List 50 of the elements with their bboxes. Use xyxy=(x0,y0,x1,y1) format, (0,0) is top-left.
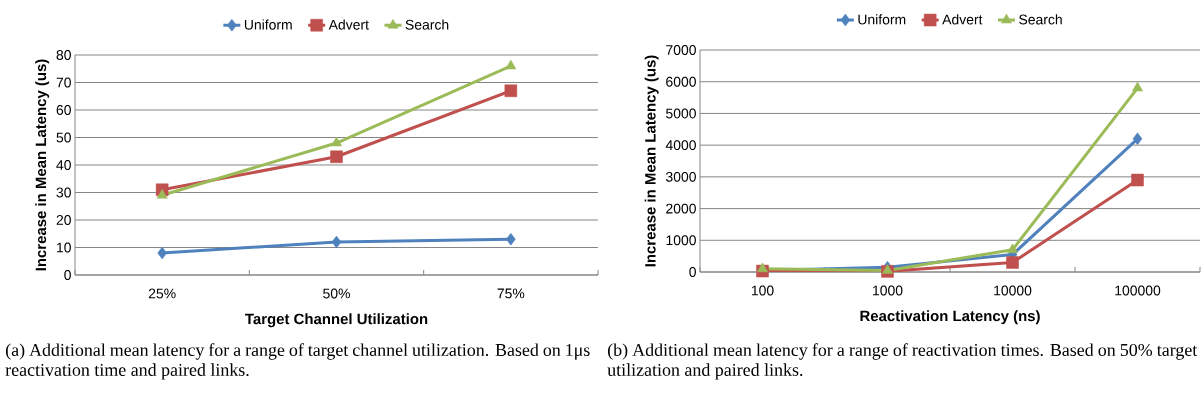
legend-label: Advert xyxy=(942,14,983,25)
x-tick-label: 100 xyxy=(751,285,774,296)
point xyxy=(1131,173,1144,187)
text: (b) Additional mean latency for a range of reactivation times. Based on 50% target utilization and paired links. xyxy=(607,343,1198,380)
legend-label: Search xyxy=(405,19,449,30)
x-tick-label: 100000 xyxy=(1115,285,1161,296)
point xyxy=(506,233,516,246)
y-axis-title: Increase in Mean Latency (us) xyxy=(644,55,659,267)
point xyxy=(1132,132,1143,146)
point xyxy=(330,150,343,164)
y-tick-label: 4000 xyxy=(665,140,696,151)
y-tick-label: 20 xyxy=(56,215,71,225)
point xyxy=(505,59,517,70)
x-tick-label: 1000 xyxy=(873,285,903,296)
legend-label: Uniform xyxy=(244,19,292,30)
y-tick-label: 40 xyxy=(56,160,71,170)
x-tick-label: 50% xyxy=(323,288,350,299)
point xyxy=(757,262,768,273)
y-axis-title: Increase in Mean Latency (us) xyxy=(35,59,50,271)
point xyxy=(157,246,167,260)
legend-label: Search xyxy=(1019,14,1062,25)
y-tick-label: 6000 xyxy=(666,76,696,87)
y-tick-label: 60 xyxy=(56,105,71,115)
y-tick-label: 80 xyxy=(56,50,71,60)
x-tick-label: 25% xyxy=(148,288,176,299)
y-tick-label: 70 xyxy=(56,77,71,88)
x-axis-title: Target Channel Utilization xyxy=(245,313,428,328)
y-tick-label: 5000 xyxy=(666,108,696,119)
legend-label: Uniform xyxy=(858,14,906,25)
text: (a) Additional mean latency for a range of target channel utilization. Based on 1μs reactivation time and paired links. xyxy=(5,343,590,380)
point xyxy=(156,189,168,199)
point xyxy=(331,136,342,147)
point xyxy=(1132,81,1143,92)
y-tick-label: 3000 xyxy=(665,171,696,182)
y-tick-label: 50 xyxy=(56,132,71,143)
y-tick-label: 2000 xyxy=(666,203,696,214)
point xyxy=(1007,243,1018,254)
y-tick-label: 0 xyxy=(64,270,71,280)
y-tick-label: 30 xyxy=(56,187,71,198)
y-tick-label: 1000 xyxy=(666,235,696,246)
point xyxy=(331,235,342,249)
x-tick-label: 10000 xyxy=(994,285,1032,296)
y-tick-label: 10 xyxy=(57,242,71,253)
y-tick-label: 7000 xyxy=(666,45,696,55)
point xyxy=(1006,256,1019,269)
legend-label: Advert xyxy=(328,19,369,30)
point xyxy=(504,84,518,98)
y-tick-label: 0 xyxy=(689,267,696,277)
x-tick-label: 75% xyxy=(497,288,525,299)
x-axis-title: Reactivation Latency (ns) xyxy=(860,310,1040,325)
